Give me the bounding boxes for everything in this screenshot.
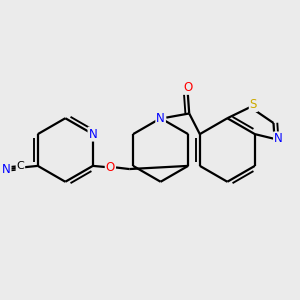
Text: N: N (2, 163, 11, 176)
Text: S: S (250, 98, 257, 111)
Text: O: O (106, 161, 115, 174)
Text: O: O (183, 81, 192, 94)
Text: N: N (156, 112, 165, 125)
Text: C: C (16, 161, 24, 171)
Text: N: N (274, 132, 283, 146)
Text: N: N (88, 128, 97, 141)
